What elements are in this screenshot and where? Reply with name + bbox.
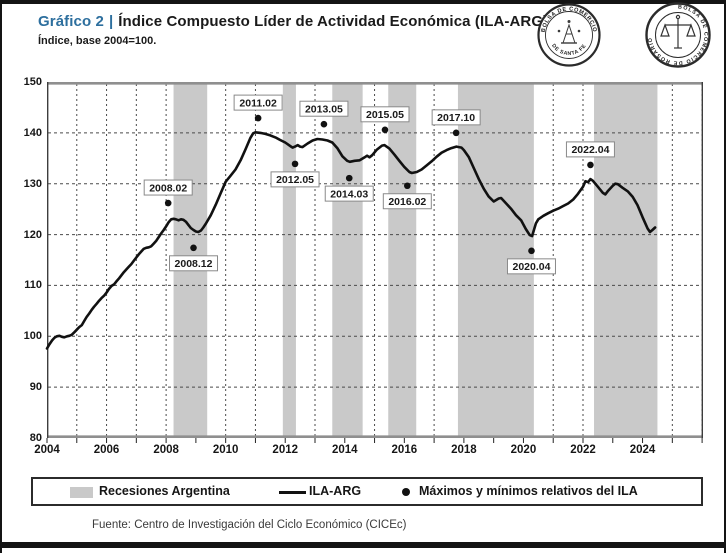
annotation-box-2008.02 (143, 179, 193, 196)
annotation-label: 2020.04 (512, 261, 550, 273)
title-separator: | (108, 13, 114, 30)
annotation-box-2013.05 (299, 100, 349, 117)
chart-title: Gráfico 2 | Índice Compuesto Líder de Acti… (38, 13, 553, 30)
annotation-box-2016.02 (382, 193, 432, 210)
x-axis-label-2018: 2018 (451, 444, 477, 456)
x-axis-label-2006: 2006 (93, 444, 120, 456)
y-axis-label-80: 80 (29, 432, 42, 444)
legend-markers-label: Máximos y mínimos relativos del ILA (419, 484, 638, 498)
extremum-dot-2020.04 (528, 247, 535, 255)
extremum-dot-2015.05 (381, 126, 389, 134)
annotation-box-2017.10 (431, 109, 481, 126)
dot-swatch-icon (402, 488, 410, 496)
x-axis-label-2008: 2008 (153, 444, 179, 456)
x-axis-label-2020: 2020 (510, 444, 537, 456)
annotation-box-2012.05 (270, 171, 320, 188)
annotation-box-2014.03 (324, 185, 374, 202)
x-axis-label-2014: 2014 (331, 444, 358, 456)
extremum-dot-2008.02 (164, 199, 172, 207)
y-axis-label-100: 100 (23, 330, 42, 343)
extremum-dot-2008.12 (190, 244, 197, 252)
rosario-seal-icon: BOLSA DE COMERCIO DE ROSARIO (645, 2, 711, 68)
extremum-dot-2017.10 (452, 129, 460, 137)
x-axis-label-2012: 2012 (272, 444, 299, 456)
santa-fe-seal-icon: BOLSA DE COMERCIO DE SANTA FE (537, 3, 601, 67)
annotation-label: 2013.05 (305, 104, 343, 116)
annotation-label: 2008.02 (149, 182, 187, 194)
y-axis-label-150: 150 (23, 76, 42, 88)
annotation-box-2011.02 (233, 94, 283, 111)
extremum-dot-2011.02 (254, 114, 262, 122)
x-axis-label-2024: 2024 (629, 444, 656, 456)
ila-arg-line-chart: 2008.02 2008.12 2011.02 2012.05 2013.05 2014.… (45, 81, 703, 443)
annotation-label: 2012.05 (276, 174, 314, 186)
y-axis-label-140: 140 (23, 126, 42, 139)
extremum-dot-2016.02 (404, 182, 411, 190)
annotation-label: 2011.02 (239, 97, 277, 109)
annotation-box-2015.05 (360, 106, 410, 123)
extremum-dot-2012.05 (291, 160, 299, 168)
legend-line-label: ILA-ARG (309, 484, 362, 498)
chart-number-label: Gráfico 2 (38, 13, 104, 30)
figure-border-bottom (0, 542, 726, 548)
annotation-box-2020.04 (506, 258, 556, 275)
legend-recessions-label: Recesiones Argentina (99, 484, 230, 498)
y-axis-label-90: 90 (29, 381, 42, 394)
annotation-label: 2022.04 (571, 144, 609, 156)
x-axis-label-2010: 2010 (212, 444, 239, 456)
annotation-box-2008.12 (169, 255, 219, 272)
annotation-label: 2015.05 (366, 109, 404, 121)
chart-legend: Recesiones Argentina ILA-ARG Máximos y m… (31, 477, 703, 506)
chart-title-text: Índice Compuesto Líder de Actividad Econ… (118, 13, 553, 30)
extremum-dot-2022.04 (587, 161, 594, 169)
source-note: Fuente: Centro de Investigación del Cicl… (92, 519, 407, 531)
annotation-label: 2017.10 (437, 112, 475, 124)
figure-border-right (724, 0, 726, 553)
figure-border-left (0, 0, 2, 553)
x-axis-label-2022: 2022 (570, 444, 596, 456)
annotation-label: 2016.02 (388, 196, 426, 208)
annotation-box-2022.04 (565, 141, 615, 158)
extremum-dot-2014.03 (345, 174, 353, 182)
extremum-dot-2013.05 (320, 120, 328, 128)
y-axis-label-110: 110 (24, 279, 42, 292)
annotation-label: 2014.03 (330, 188, 368, 200)
y-axis-label-130: 130 (23, 177, 42, 190)
x-axis-label-2016: 2016 (391, 444, 418, 456)
line-swatch-icon (279, 491, 306, 494)
recession-swatch-icon (70, 487, 93, 498)
chart-subtitle: Índice, base 2004=100. (38, 35, 157, 47)
figure-border-top (0, 0, 726, 4)
y-axis-label-120: 120 (23, 228, 42, 241)
annotation-label: 2008.12 (175, 258, 213, 270)
x-axis-label-2004: 2004 (34, 444, 60, 456)
